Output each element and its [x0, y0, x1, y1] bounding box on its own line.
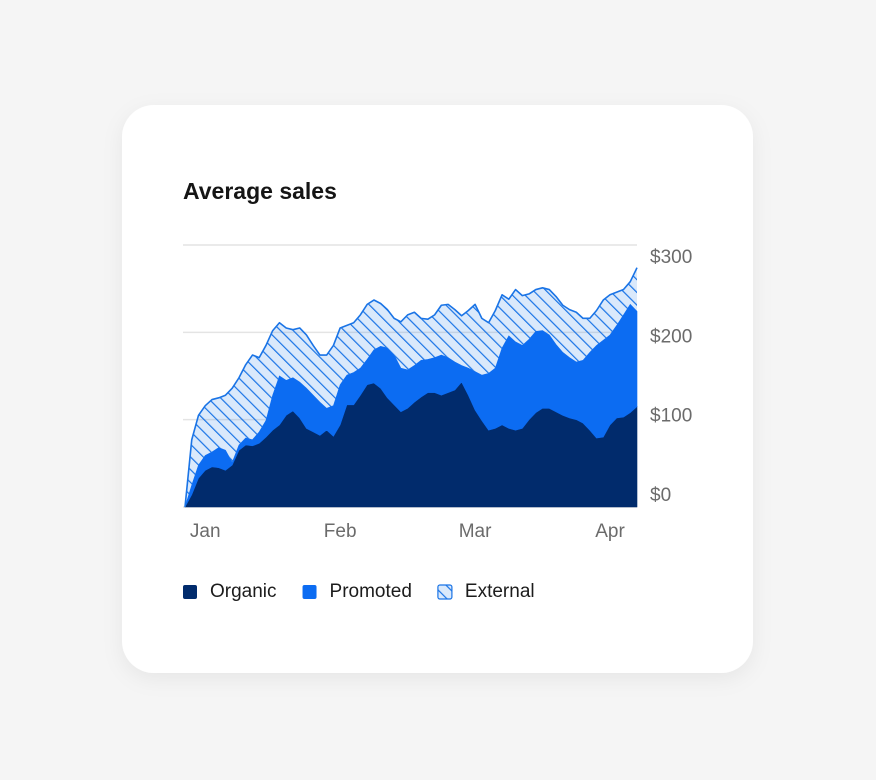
- x-tick-label: Feb: [324, 521, 357, 542]
- legend-label: External: [465, 581, 535, 602]
- legend-item: Organic: [183, 581, 277, 602]
- legend-item: External: [437, 581, 535, 602]
- legend-swatch: [183, 585, 197, 599]
- y-tick-label: $300: [650, 247, 692, 268]
- x-tick-label: Jan: [190, 521, 221, 542]
- x-tick-label: Mar: [459, 521, 492, 542]
- x-tick-label: Apr: [595, 521, 625, 542]
- plot: $0 $100 $200 $300 Jan Feb Mar Apr: [183, 244, 692, 542]
- y-tick-label: $200: [650, 326, 692, 347]
- area: [185, 267, 637, 507]
- y-tick-label: $0: [650, 485, 671, 506]
- legend-swatch: [437, 584, 453, 600]
- legend: Organic Promoted External: [183, 581, 535, 602]
- legend-label: Promoted: [330, 581, 412, 602]
- legend-swatch: [302, 585, 317, 599]
- legend-label: Organic: [210, 581, 277, 602]
- y-tick-label: $100: [650, 406, 692, 427]
- chart-title: Average sales: [183, 178, 337, 204]
- area-outline: [184, 267, 638, 508]
- legend-item: Promoted: [302, 581, 412, 602]
